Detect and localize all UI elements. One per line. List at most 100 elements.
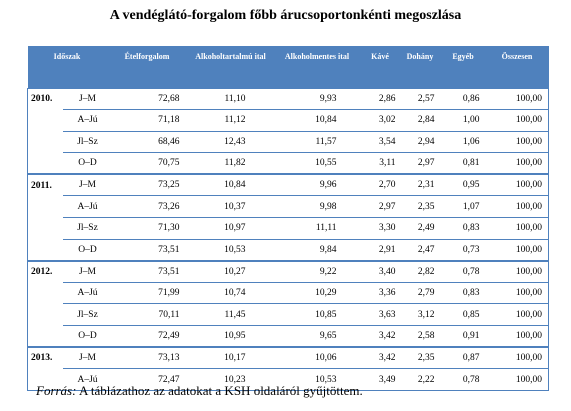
table-row: O–D 73,51 10,53 9,84 2,91 2,47 0,73 100,00 — [27, 239, 549, 262]
cell-value: 0,83 — [440, 282, 486, 305]
cell-value: 3,42 — [360, 325, 400, 348]
cell-value: 72,49 — [106, 325, 188, 348]
cell-value: 3,49 — [360, 368, 400, 391]
cell-value: 10,37 — [187, 195, 274, 219]
cell-value: 1,06 — [440, 131, 486, 154]
cell-value: 0,78 — [440, 368, 486, 391]
cell-period: A–Jú — [62, 195, 107, 219]
cell-value: 11,12 — [187, 109, 274, 132]
cell-value: 0,83 — [440, 217, 486, 240]
source-label: Forrás: — [36, 383, 77, 398]
cell-value: 71,99 — [106, 282, 188, 305]
table-row: 2012. J–M 73,51 10,27 9,22 3,40 2,82 0,78 100,00 — [27, 259, 549, 283]
cell-value: 0,87 — [440, 346, 486, 370]
table-row: A–Jú 72,47 10,23 10,53 3,49 2,22 0,78 100,00 — [27, 368, 549, 391]
cell-value: 0,91 — [440, 325, 486, 348]
cell-value: 100,00 — [485, 131, 549, 154]
cell-value: 10,53 — [273, 368, 361, 391]
cell-value: 72,47 — [106, 368, 188, 391]
cell-value: 9,98 — [273, 195, 361, 219]
cell-value: 10,17 — [187, 346, 274, 370]
cell-value: 10,95 — [187, 325, 274, 348]
cell-value: 72,68 — [106, 88, 188, 111]
cell-value: 100,00 — [485, 239, 549, 262]
cell-year: 2011. — [27, 173, 63, 196]
cell-period: J–M — [62, 173, 107, 197]
source-note: Forrás: A táblázathoz az adatokat a KSH … — [36, 383, 363, 399]
cell-value: 100,00 — [485, 173, 549, 197]
table-title: A vendéglátó-forgalom főbb árucsoportonk… — [109, 8, 462, 23]
cell-value: 73,13 — [106, 346, 188, 370]
cell-value: 100,00 — [485, 346, 549, 370]
cell-value: 100,00 — [485, 282, 549, 305]
cell-value: 2,82 — [399, 259, 441, 283]
cell-value: 100,00 — [485, 368, 549, 391]
cell-value: 1,00 — [440, 109, 486, 132]
cell-value: 10,53 — [187, 239, 274, 262]
cell-value: 71,18 — [106, 109, 188, 132]
cell-year — [27, 368, 63, 391]
cell-value: 3,40 — [360, 259, 400, 283]
table-row: Jl–Sz 71,30 10,97 11,11 3,30 2,49 0,83 100,00 — [27, 217, 549, 240]
header-food: Ételforgalom — [106, 46, 188, 89]
cell-value: 2,86 — [360, 88, 400, 111]
table-row: A–Jú 71,18 11,12 10,84 3,02 2,84 1,00 100,00 — [27, 109, 549, 132]
cell-value: 10,55 — [273, 152, 361, 175]
cell-year — [27, 131, 63, 153]
cell-year — [27, 325, 63, 348]
cell-value: 0,95 — [440, 173, 486, 197]
cell-value: 100,00 — [485, 88, 549, 111]
cell-value: 11,82 — [187, 152, 274, 175]
cell-value: 10,23 — [187, 368, 274, 391]
cell-value: 9,22 — [273, 259, 361, 283]
cell-value: 10,85 — [273, 303, 361, 327]
cell-value: 2,57 — [399, 88, 441, 111]
cell-value: 71,30 — [106, 217, 188, 240]
cell-period: O–D — [62, 325, 107, 348]
cell-year: 2012. — [27, 259, 63, 283]
source-text: A táblázathoz az adatokat a KSH oldaláró… — [76, 383, 363, 398]
cell-value: 9,84 — [273, 239, 361, 262]
cell-value: 0,78 — [440, 259, 486, 283]
cell-value: 3,36 — [360, 282, 400, 305]
cell-value: 2,97 — [399, 152, 441, 175]
cell-value: 2,97 — [360, 195, 400, 219]
cell-value: 100,00 — [485, 259, 549, 283]
table-row: 2013. J–M 73,13 10,17 10,06 3,42 2,35 0,87 100,0… — [27, 346, 549, 370]
cell-year — [27, 217, 63, 240]
cell-value: 10,74 — [187, 282, 274, 305]
cell-year: 2010. — [27, 88, 63, 110]
header-total: Összesen — [485, 46, 549, 89]
cell-value: 73,26 — [106, 195, 188, 219]
cell-period: A–Jú — [62, 282, 107, 305]
cell-period: O–D — [62, 239, 107, 262]
cell-value: 2,35 — [399, 195, 441, 219]
cell-value: 2,47 — [399, 239, 441, 262]
cell-year — [27, 109, 63, 132]
cell-period: O–D — [62, 152, 107, 175]
table-row: A–Jú 71,99 10,74 10,29 3,36 2,79 0,83 100,00 — [27, 282, 549, 305]
cell-year — [27, 195, 63, 218]
cell-value: 100,00 — [485, 325, 549, 348]
header-tobacco: Dohány — [399, 46, 441, 89]
cell-value: 2,94 — [399, 131, 441, 154]
cell-value: 70,75 — [106, 152, 188, 175]
cell-value: 100,00 — [485, 152, 549, 175]
cell-value: 10,84 — [187, 173, 274, 197]
cell-value: 3,11 — [360, 152, 400, 175]
table-row: A–Jú 73,26 10,37 9,98 2,97 2,35 1,07 100,00 — [27, 195, 549, 219]
cell-value: 10,27 — [187, 259, 274, 283]
cell-value: 100,00 — [485, 195, 549, 219]
cell-value: 100,00 — [485, 303, 549, 327]
cell-value: 2,84 — [399, 109, 441, 132]
cell-value: 0,85 — [440, 303, 486, 327]
cell-year — [27, 303, 63, 326]
cell-value: 10,84 — [273, 109, 361, 132]
cell-value: 0,73 — [440, 239, 486, 262]
header-coffee: Kávé — [360, 46, 400, 89]
cell-value: 0,86 — [440, 88, 486, 111]
table-row: 2010. J–M 72,68 11,10 9,93 2,86 2,57 0,86 100,00 — [27, 88, 549, 111]
cell-value: 11,11 — [273, 217, 361, 240]
table-row: O–D 72,49 10,95 9,65 3,42 2,58 0,91 100,00 — [27, 325, 549, 348]
cell-period: J–M — [62, 259, 107, 283]
